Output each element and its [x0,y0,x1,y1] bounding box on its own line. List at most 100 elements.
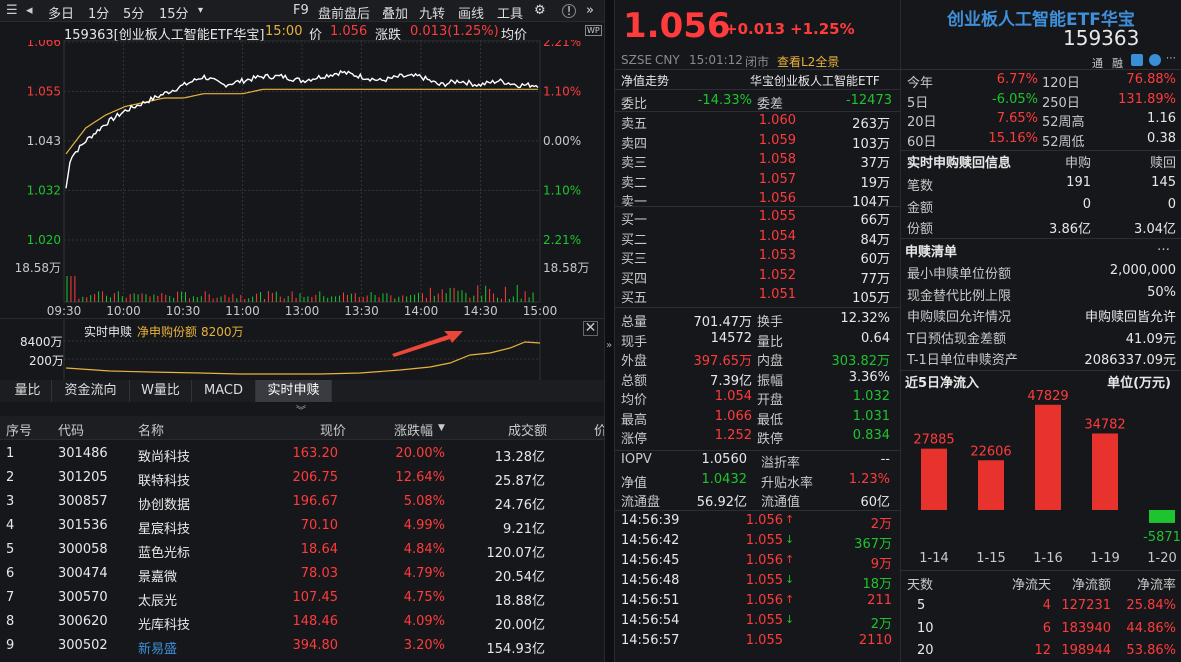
order-ratio-value: -14.33% [697,93,752,108]
cell: 206.75 [292,470,339,485]
cell: 4.84% [403,542,445,557]
tab-fund-flow[interactable]: 资金流向 [52,380,130,402]
etf-stat-value: 1.23% [848,471,890,487]
flow-date-label: 1-20 [1147,551,1177,566]
flow-date-label: 1-15 [976,551,1006,566]
list-more-icon[interactable]: … [1157,239,1170,254]
cell: 9 [6,638,15,653]
cell: 5.08% [403,494,445,509]
cell: 蓝色光标 [138,546,191,561]
change-value: 0.013(1.25%) [410,24,499,39]
buy-volume: 60万 [860,252,890,267]
redeem-h1: 申购 [1064,156,1091,171]
etf-stat-label: 流通盘 [621,495,661,510]
period-multi-day[interactable]: 多日 [48,7,75,22]
x-tick: 10:00 [106,304,141,318]
chart-time: 15:00 [265,24,303,39]
col-price[interactable]: 现价 [320,424,347,439]
wp-icon[interactable]: WP [585,25,602,36]
tools-button[interactable]: 工具 [497,7,524,22]
nav-trend-tab[interactable]: 净值走势 [621,74,670,88]
flow-bar-label: 34782 [1084,417,1125,432]
more-icon[interactable]: ⋯ [1166,53,1176,64]
buy-level-label: 买四 [621,271,648,287]
order-diff-value: -12473 [845,93,892,108]
change-label: 涨跌 [375,28,402,43]
tick-volume: 2110 [858,633,892,648]
tick-price: 1.056 [745,553,783,568]
redeem-h2: 赎回 [1149,156,1176,171]
y-tick-right: 0.00% [543,134,581,148]
overlay-button[interactable]: 叠加 [382,7,409,22]
arrow-left-icon[interactable]: ◂ [26,3,33,18]
info-icon[interactable]: ! [562,4,576,18]
y-tick-left: 1.055 [27,85,61,99]
tick-price: 1.055 [745,533,783,548]
x-tick: 14:30 [463,304,498,318]
stat-label: 涨停 [621,432,648,447]
perf-value: 1.16 [1147,111,1176,126]
col-index[interactable]: 序号 [6,424,33,439]
currency: CNY [655,53,680,67]
tab-macd[interactable]: MACD [192,380,256,402]
l2-link[interactable]: 查看L2全景 [777,55,840,69]
cell: 301205 [58,470,108,485]
tab-realtime-redeem[interactable]: 实时申赎 [256,380,332,402]
collapse-icon[interactable]: » [586,3,594,18]
table-row[interactable]: 8 300620 光库科技 148.46 4.09% 20.00亿 [0,610,604,634]
cell: 107.45 [292,590,339,605]
sell-volume: 37万 [860,156,890,171]
tick-time: 14:56:57 [621,633,680,648]
jiuzhuan-button[interactable]: 九转 [419,7,446,22]
cell: 8 [6,614,15,629]
perf-value: 0.38 [1147,130,1176,146]
alert-icon[interactable] [1149,54,1161,66]
col-price-cut[interactable]: 价 [594,424,604,439]
etf-stat-label: IOPV [621,452,652,467]
chart-title: 159363[创业板人工智能ETF华宝] [64,28,265,43]
tick-price: 1.056 [745,513,783,528]
y-tick-right: 2.21% [543,40,581,49]
period-dropdown-icon[interactable]: ▾ [198,5,204,16]
panel-divider[interactable]: » [604,0,615,662]
col-code[interactable]: 代码 [58,424,85,439]
subchart-net-value: 8200万 [201,325,244,339]
f9-button[interactable]: F9 [293,3,309,18]
cell: 4 [6,518,15,533]
period-15min[interactable]: 15分 [159,7,189,22]
col-name[interactable]: 名称 [138,424,165,439]
tab-w-volume-ratio[interactable]: W量比 [130,380,192,402]
table-row[interactable]: 5 300058 蓝色光标 18.64 4.84% 120.07亿 [0,538,604,562]
ft-amount: 198944 [1061,643,1111,658]
x-tick: 13:30 [344,304,379,318]
table-row[interactable]: 4 301536 星宸科技 70.10 4.99% 9.21亿 [0,514,604,538]
table-row[interactable]: 9 300502 新易盛 394.80 3.20% 154.93亿 [0,634,604,658]
subchart-net-label: 净申购份额 [137,325,198,339]
tab-volume-ratio[interactable]: 量比 [4,380,52,402]
gear-icon[interactable]: ⚙ [534,3,546,18]
menu-icon[interactable]: ☰ [6,3,18,18]
period-5min[interactable]: 5分 [123,7,145,22]
col-change-pct[interactable]: 涨跌幅 [394,424,434,439]
table-row[interactable]: 2 301205 联特科技 206.75 12.64% 25.87亿 [0,466,604,490]
table-row[interactable]: 6 300474 景嘉微 78.03 4.79% 20.54亿 [0,562,604,586]
table-row[interactable]: 7 300570 太辰光 107.45 4.75% 18.88亿 [0,586,604,610]
close-icon[interactable]: ✕ [583,320,598,336]
table-row[interactable]: 1 301486 致尚科技 163.20 20.00% 13.28亿 [0,442,604,466]
x-tick: 15:00 [523,304,558,318]
premarket-button[interactable]: 盘前盘后 [318,7,371,22]
col-turnover[interactable]: 成交额 [508,424,548,439]
stat-value: 3.36% [848,369,890,385]
sort-desc-icon[interactable]: ▼ [438,423,445,433]
table-row[interactable]: 3 300857 协创数据 196.67 5.08% 24.76亿 [0,490,604,514]
tick-price: 1.055 [745,613,783,628]
chart-toolbar: ☰ ◂ 多日 1分 5分 15分 ▾ F9 盘前盘后 叠加 九转 画线 工具 ⚙… [0,0,604,22]
cell: 24.76亿 [494,498,545,513]
bell-icon[interactable] [1131,54,1143,66]
expand-icon[interactable]: ︾ [296,406,306,417]
draw-line-button[interactable]: 画线 [458,7,485,22]
sell-volume: 263万 [852,117,890,132]
redeem-label: 笔数 [907,179,934,194]
cell: 300857 [58,494,108,509]
period-1min[interactable]: 1分 [88,7,110,22]
